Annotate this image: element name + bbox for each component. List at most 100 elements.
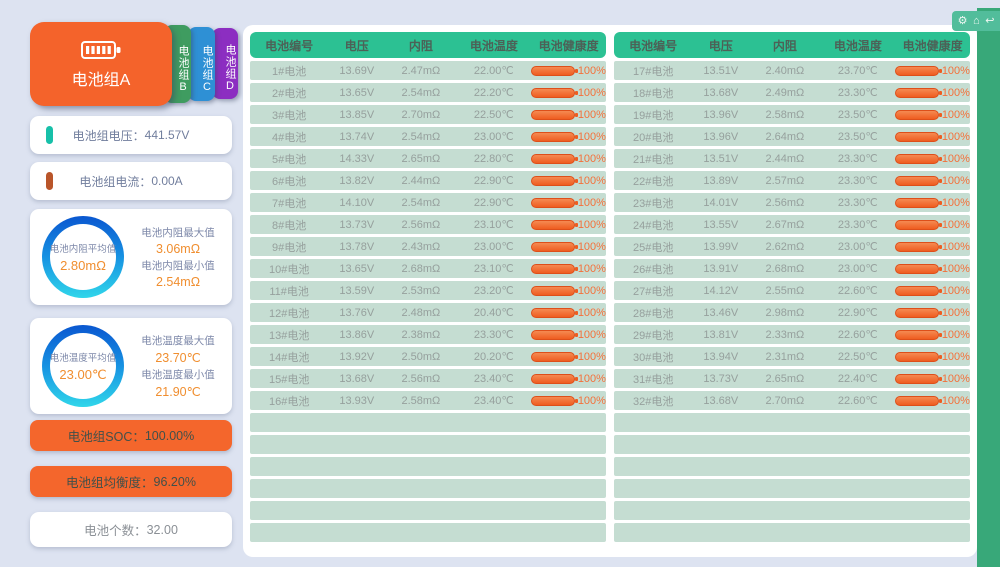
table-row: 21#电池 13.51V 2.44mΩ 23.30℃ 100% bbox=[614, 149, 970, 168]
health-cell: 100% bbox=[895, 373, 970, 385]
temperature-cell: 23.10℃ bbox=[473, 219, 514, 231]
voltage-cell: 13.69V bbox=[339, 64, 375, 77]
battery-id-cell: 11#电池 bbox=[269, 285, 309, 298]
voltage-cell: 13.51V bbox=[703, 152, 739, 165]
home-icon[interactable]: ⌂ bbox=[973, 14, 980, 27]
tab-battery-group-d[interactable]: 电池组D bbox=[212, 28, 238, 99]
temperature-min-value: 21.90℃ bbox=[155, 385, 201, 399]
health-percent: 100% bbox=[577, 284, 606, 297]
pack-balance-card: 电池组均衡度： 96.20% bbox=[30, 466, 232, 497]
resistance-cell: 2.62mΩ bbox=[765, 240, 805, 253]
table-row: 18#电池 13.68V 2.49mΩ 23.30℃ 100% bbox=[614, 83, 970, 102]
resistance-cell: 2.65mΩ bbox=[401, 152, 441, 165]
battery-health-bar-icon bbox=[895, 307, 942, 318]
health-percent: 100% bbox=[941, 394, 970, 407]
resistance-cell: 2.67mΩ bbox=[765, 218, 805, 231]
health-cell: 100% bbox=[895, 87, 970, 99]
return-icon[interactable]: ↩ bbox=[985, 14, 995, 27]
voltage-cell: 13.92V bbox=[339, 350, 375, 363]
resistance-cell: 2.54mΩ bbox=[401, 130, 441, 143]
battery-health-bar-icon bbox=[895, 131, 942, 142]
temperature-cell: 22.80℃ bbox=[473, 153, 514, 165]
battery-count-card: 电池个数： 32.00 bbox=[30, 512, 232, 547]
tab-battery-group-c[interactable]: 电池组C bbox=[188, 27, 215, 101]
health-percent: 100% bbox=[577, 306, 606, 319]
pack-current-value: 0.00A bbox=[151, 174, 183, 188]
health-percent: 100% bbox=[941, 86, 970, 99]
voltage-cell: 13.59V bbox=[339, 284, 375, 297]
health-percent: 100% bbox=[577, 328, 606, 341]
table-row: 6#电池 13.82V 2.44mΩ 22.90℃ 100% bbox=[250, 171, 606, 190]
resistance-cell: 2.40mΩ bbox=[765, 64, 805, 77]
health-cell: 100% bbox=[531, 131, 606, 143]
voltage-cell: 14.10V bbox=[339, 196, 375, 209]
voltage-cell: 13.51V bbox=[703, 64, 739, 77]
battery-health-bar-icon bbox=[895, 219, 942, 230]
health-percent: 100% bbox=[941, 262, 970, 275]
battery-id-cell: 18#电池 bbox=[632, 87, 674, 100]
active-group-label: 电池组A bbox=[71, 71, 131, 89]
pack-soc-card: 电池组SOC： 100.00% bbox=[30, 420, 232, 451]
resistance-min-label: 电池内阻最小值 bbox=[141, 260, 215, 272]
table-row: 15#电池 13.68V 2.56mΩ 23.40℃ 100% bbox=[250, 369, 606, 388]
window-toolbar: ⚙ ⌂ ↩ bbox=[952, 11, 1000, 31]
battery-health-bar-icon bbox=[895, 175, 942, 186]
health-percent: 100% bbox=[577, 196, 606, 209]
battery-id-cell: 30#电池 bbox=[632, 351, 674, 364]
battery-id-cell: 9#电池 bbox=[272, 241, 307, 254]
health-cell: 100% bbox=[895, 329, 970, 341]
empty-row bbox=[250, 501, 606, 520]
temperature-cell: 22.90℃ bbox=[837, 307, 878, 319]
table-row: 10#电池 13.65V 2.68mΩ 23.10℃ 100% bbox=[250, 259, 606, 278]
temperature-cell: 20.40℃ bbox=[473, 307, 514, 319]
health-percent: 100% bbox=[941, 108, 970, 121]
health-percent: 100% bbox=[577, 350, 606, 363]
health-cell: 100% bbox=[895, 131, 970, 143]
battery-health-bar-icon bbox=[531, 65, 578, 76]
health-percent: 100% bbox=[941, 130, 970, 143]
column-header: 电池编号 bbox=[629, 38, 678, 53]
temperature-cell: 23.00℃ bbox=[837, 241, 878, 253]
column-header: 内阻 bbox=[408, 38, 433, 53]
battery-id-cell: 12#电池 bbox=[268, 307, 310, 320]
battery-id-cell: 7#电池 bbox=[272, 197, 307, 210]
voltage-cell: 13.46V bbox=[703, 306, 739, 319]
health-percent: 100% bbox=[577, 262, 606, 275]
voltage-cell: 13.86V bbox=[339, 328, 375, 341]
battery-id-cell: 3#电池 bbox=[272, 109, 307, 122]
temperature-cell: 23.40℃ bbox=[473, 373, 514, 385]
pack-balance-label: 电池组均衡度： bbox=[66, 476, 154, 490]
pack-soc-label: 电池组SOC： bbox=[67, 430, 145, 444]
health-cell: 100% bbox=[531, 307, 606, 319]
empty-row bbox=[614, 501, 970, 520]
pack-current-label: 电池组电流： bbox=[79, 174, 152, 189]
health-percent: 100% bbox=[941, 350, 970, 363]
temperature-gauge-card: 电池温度平均值 23.00℃ 电池温度最大值 23.70℃ 电池温度最小值 21… bbox=[30, 318, 232, 414]
resistance-cell: 2.44mΩ bbox=[765, 152, 805, 165]
battery-health-bar-icon bbox=[531, 373, 578, 384]
temperature-cell: 23.40℃ bbox=[473, 395, 514, 407]
resistance-cell: 2.31mΩ bbox=[765, 350, 805, 363]
table-row: 25#电池 13.99V 2.62mΩ 23.00℃ 100% bbox=[614, 237, 970, 256]
voltage-cell: 13.74V bbox=[339, 130, 375, 143]
battery-id-cell: 13#电池 bbox=[268, 329, 310, 342]
resistance-cell: 2.65mΩ bbox=[765, 372, 805, 385]
health-percent: 100% bbox=[577, 372, 606, 385]
battery-health-bar-icon bbox=[531, 175, 578, 186]
gear-icon[interactable]: ⚙ bbox=[957, 14, 968, 27]
resistance-cell: 2.53mΩ bbox=[401, 284, 441, 297]
battery-id-cell: 32#电池 bbox=[632, 395, 674, 408]
resistance-min-value: 2.54mΩ bbox=[155, 275, 201, 289]
table-row: 4#电池 13.74V 2.54mΩ 23.00℃ 100% bbox=[250, 127, 606, 146]
health-percent: 100% bbox=[941, 240, 970, 253]
voltage-cell: 13.94V bbox=[703, 350, 739, 363]
battery-id-cell: 10#电池 bbox=[268, 263, 310, 276]
health-percent: 100% bbox=[941, 218, 970, 231]
health-cell: 100% bbox=[531, 109, 606, 121]
resistance-cell: 2.58mΩ bbox=[401, 394, 441, 407]
tab-battery-group-a-active[interactable]: 电池组A bbox=[30, 22, 172, 106]
empty-row bbox=[614, 457, 970, 476]
resistance-gauge-card: 电池内阻平均值 2.80mΩ 电池内阻最大值 3.06mΩ 电池内阻最小值 2.… bbox=[30, 209, 232, 305]
resistance-cell: 2.56mΩ bbox=[401, 218, 441, 231]
battery-id-cell: 1#电池 bbox=[272, 65, 307, 78]
